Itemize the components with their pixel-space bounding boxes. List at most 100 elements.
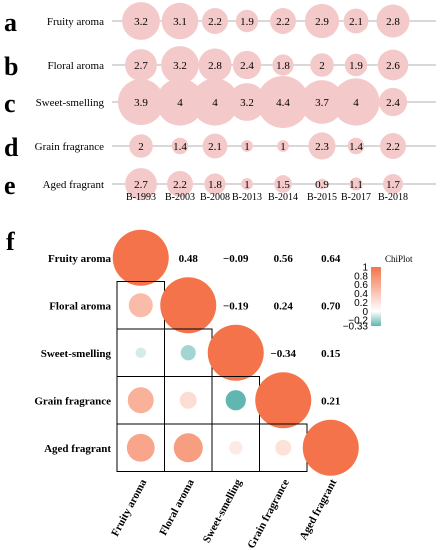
row-label: Fruity aroma xyxy=(47,16,104,28)
correlation-value: −0.34 xyxy=(270,348,296,360)
row-label: Sweet-smelling xyxy=(41,348,112,360)
correlation-circle xyxy=(225,390,246,411)
bubble-value: 4.4 xyxy=(276,97,290,109)
panel-letter: c xyxy=(4,89,16,118)
correlation-circle xyxy=(229,441,243,455)
bubble xyxy=(198,48,232,82)
panel-letter: e xyxy=(4,171,16,200)
bubble-value: 2.2 xyxy=(208,16,222,28)
bubble-value: 2.1 xyxy=(349,16,363,28)
bubble xyxy=(204,173,226,195)
bubble xyxy=(270,8,296,34)
bubble xyxy=(156,78,204,126)
bubble xyxy=(272,54,294,76)
bubble-value: 1.8 xyxy=(276,60,290,72)
correlation-circle xyxy=(275,439,292,456)
x-tick-label: B-2015 xyxy=(307,192,337,203)
bubble xyxy=(310,53,334,77)
column-label: Sweet-smelling xyxy=(201,477,245,545)
column-label: Aged fragrant xyxy=(297,477,339,542)
bubble-value: 2.1 xyxy=(208,141,222,153)
bubble-value: 3.2 xyxy=(173,60,187,72)
x-tick-label: B-2014 xyxy=(268,192,298,203)
bubble-value: 2.8 xyxy=(386,16,400,28)
bubble xyxy=(129,134,153,158)
legend-tick: 0.4 xyxy=(354,289,368,300)
legend-tick: −0.2 xyxy=(348,316,368,327)
bubble-value: 1.1 xyxy=(349,179,363,191)
legend-colorbar xyxy=(371,267,381,326)
bubble xyxy=(241,178,253,190)
bubble-value: 2.3 xyxy=(315,141,329,153)
bubble xyxy=(332,78,380,126)
correlation-value: 0.48 xyxy=(179,253,199,265)
bubble xyxy=(167,171,193,197)
bubble-value: 3.1 xyxy=(173,16,187,28)
correlation-circle xyxy=(112,229,169,286)
correlation-circle xyxy=(173,433,203,463)
bubble-value: 1 xyxy=(244,141,250,153)
legend-title: ChiPlot xyxy=(385,254,413,264)
bubble xyxy=(376,4,410,38)
row-label: Grain fragrance xyxy=(34,395,111,407)
bubble xyxy=(202,133,228,159)
bubble xyxy=(382,173,404,195)
bubble-value: 3.9 xyxy=(134,97,148,109)
correlation-circle xyxy=(128,293,153,318)
panel-letter: b xyxy=(4,52,18,81)
correlation-circle xyxy=(135,347,146,358)
legend-tick: −0.33 xyxy=(343,322,369,333)
bubble-value: 1.7 xyxy=(386,179,400,191)
bubble xyxy=(349,177,363,191)
bubble xyxy=(191,78,239,126)
bubble-value: 1 xyxy=(280,141,286,153)
bubble-value: 2.6 xyxy=(386,60,400,72)
panel-letter: a xyxy=(4,8,17,37)
bubble xyxy=(300,80,344,124)
bubble-value: 2.8 xyxy=(208,60,222,72)
bubble xyxy=(378,87,408,117)
row-label: Sweet-smelling xyxy=(36,97,105,109)
bubble xyxy=(343,8,369,34)
legend-tick: 0 xyxy=(362,307,368,318)
correlation-circle xyxy=(255,372,312,429)
correlation-circle xyxy=(180,345,196,361)
bubble-value: 3.2 xyxy=(240,97,254,109)
bubble-chart: a Fruity aroma 3.2 3.1 2.2 1.9 2.2 2.9 2.1 2.8 b Fl… xyxy=(4,2,436,203)
bubble-value: 0.9 xyxy=(315,179,329,191)
legend-tick: 0.2 xyxy=(354,298,368,309)
bubble-value: 2.4 xyxy=(386,97,400,109)
bubble-value: 1.9 xyxy=(349,60,363,72)
correlation-value: 0.70 xyxy=(321,300,341,312)
bubble xyxy=(344,53,368,77)
bubble-value: 1.4 xyxy=(349,141,363,153)
correlation-matrix: f 0.48 −0.09 0.56 0.64 −0.19 0.24 0.70 −0.34 0.15… xyxy=(6,227,413,550)
bubble-value: 2.2 xyxy=(173,179,187,191)
bubble xyxy=(235,9,259,33)
bubble xyxy=(347,137,365,155)
bubble-value: 4 xyxy=(177,97,183,109)
correlation-value: −0.19 xyxy=(223,300,249,312)
row-label: Fruity aroma xyxy=(48,253,112,265)
bubble xyxy=(241,140,253,152)
bubble-value: 1 xyxy=(244,179,250,191)
column-label: Fruity aroma xyxy=(109,477,149,539)
legend-tick: 0.8 xyxy=(354,271,368,282)
correlation-value: 0.21 xyxy=(321,395,340,407)
bubble xyxy=(308,132,336,160)
correlation-circle xyxy=(126,433,155,462)
correlation-circle xyxy=(160,277,217,334)
bubble xyxy=(125,49,157,81)
legend-tick: 1 xyxy=(362,263,368,274)
bubble xyxy=(257,76,309,128)
correlation-circle xyxy=(179,391,197,409)
bubble xyxy=(125,168,157,200)
bubble xyxy=(202,8,228,34)
row-label: Grain fragrance xyxy=(35,141,104,153)
bubble-value: 2.7 xyxy=(134,179,148,191)
bubble xyxy=(274,175,292,193)
x-tick-label: B-2013 xyxy=(232,192,262,203)
correlation-circle xyxy=(127,387,154,414)
correlation-value: 0.15 xyxy=(321,348,341,360)
bubble-value: 1.5 xyxy=(276,179,290,191)
